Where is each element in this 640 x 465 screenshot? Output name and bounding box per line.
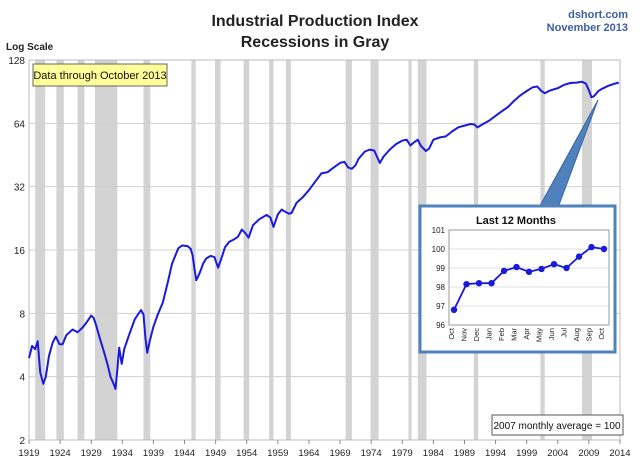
inset-point-5 — [513, 263, 520, 271]
y-tick-label: 32 — [14, 183, 26, 194]
inset-points — [450, 243, 608, 313]
inset-x-tick-label: Sep — [585, 328, 594, 341]
inset-title: Last 12 Months — [476, 215, 556, 227]
x-tick-label: 1929 — [81, 448, 102, 459]
x-tick-label: 1964 — [298, 448, 319, 459]
inset-y-tick-label: 100 — [432, 245, 446, 254]
inset-x-axis: Oct Nov Dec Jan Feb Mar Apr May Jun Jul Aug Sep Oct — [447, 327, 606, 342]
inset-x-tick-label: Jul — [560, 328, 569, 338]
inset-x-tick-label: Apr — [522, 327, 531, 339]
x-tick-label: 1924 — [50, 448, 71, 459]
y-tick-label: 64 — [14, 119, 26, 130]
inset-point-8 — [550, 261, 558, 268]
x-tick-label: 1969 — [329, 448, 350, 459]
x-tick-label: 2014 — [609, 448, 630, 459]
inset-point-9 — [563, 264, 570, 272]
note-text: 2007 monthly average = 100 — [493, 421, 620, 432]
inset-x-tick-label: Aug — [572, 328, 581, 341]
x-tick-label: 1989 — [454, 448, 475, 459]
x-tick-label: 1979 — [392, 448, 413, 459]
y-tick-label: 8 — [19, 309, 25, 320]
x-tick-label: 1984 — [423, 448, 444, 459]
y-tick-label: 128 — [8, 56, 25, 67]
inset-y-tick-label: 99 — [436, 264, 445, 273]
x-tick-label: 1974 — [361, 448, 382, 459]
inset-x-tick-label: Jun — [547, 328, 556, 340]
inset-point-7 — [538, 265, 545, 273]
inset-point-4 — [500, 267, 508, 275]
x-tick-label: 1999 — [516, 448, 537, 459]
x-tick-label: 1994 — [485, 448, 506, 459]
x-axis: 1919 1924 1929 1934 1939 1944 1949 1954 1959 1964… — [18, 440, 631, 459]
chart-subtitle: Recessions in Gray — [241, 34, 390, 51]
y-axis-label: Log Scale — [6, 42, 54, 53]
chart-title: Industrial Production Index — [211, 13, 418, 30]
x-tick-label: 1949 — [205, 448, 226, 459]
inset-x-tick-label: Mar — [510, 328, 519, 341]
x-tick-label: 2009 — [578, 448, 599, 459]
inset-x-tick-label: Oct — [447, 327, 456, 340]
inset-y-axis: 96 97 98 99 100 101 — [432, 226, 446, 330]
inset-x-tick-label: Oct — [597, 327, 606, 340]
inset-x-tick-label: Dec — [472, 328, 481, 342]
series-line-industrial-production — [28, 80, 620, 390]
y-tick-label: 2 — [19, 436, 25, 447]
inset-point-0 — [450, 306, 458, 313]
inset-plot-frame — [448, 229, 610, 326]
x-tick-label: 1944 — [174, 448, 195, 459]
x-tick-label: 1919 — [18, 448, 39, 459]
x-tick-label: 1954 — [236, 448, 257, 459]
plot-frame — [28, 59, 621, 441]
inset-y-tick-label: 101 — [432, 226, 446, 235]
inset-y-tick-label: 98 — [436, 283, 445, 292]
x-tick-label: 2004 — [547, 448, 568, 459]
data-through-annotation: Data through October 2013 — [33, 70, 166, 82]
source-label: dshort.com — [568, 9, 628, 21]
y-tick-label: 16 — [14, 246, 26, 257]
x-tick-label: 1939 — [143, 448, 164, 459]
x-tick-label: 1959 — [267, 448, 288, 459]
x-tick-label: 1934 — [112, 448, 133, 459]
inset-point-1 — [463, 280, 470, 288]
inset-point-3 — [488, 280, 495, 287]
inset-point-10 — [575, 253, 583, 260]
data-through-box — [32, 63, 168, 87]
inset-point-6 — [525, 268, 533, 275]
inset-point-11 — [588, 243, 595, 251]
y-axis: 2 4 8 16 32 64 128 — [8, 56, 25, 447]
date-label: November 2013 — [547, 22, 628, 34]
inset-x-tick-label: Nov — [460, 328, 469, 342]
inset-y-tick-label: 97 — [436, 302, 445, 311]
inset-point-2 — [475, 280, 483, 287]
y-tick-label: 4 — [19, 373, 25, 384]
inset-y-tick-label: 96 — [436, 321, 445, 330]
inset-x-tick-label: May — [535, 328, 544, 342]
note-box — [491, 414, 624, 436]
inset-x-tick-label: Feb — [497, 328, 506, 341]
inset-point-12 — [600, 245, 608, 253]
inset-x-tick-label: Jan — [485, 328, 494, 340]
